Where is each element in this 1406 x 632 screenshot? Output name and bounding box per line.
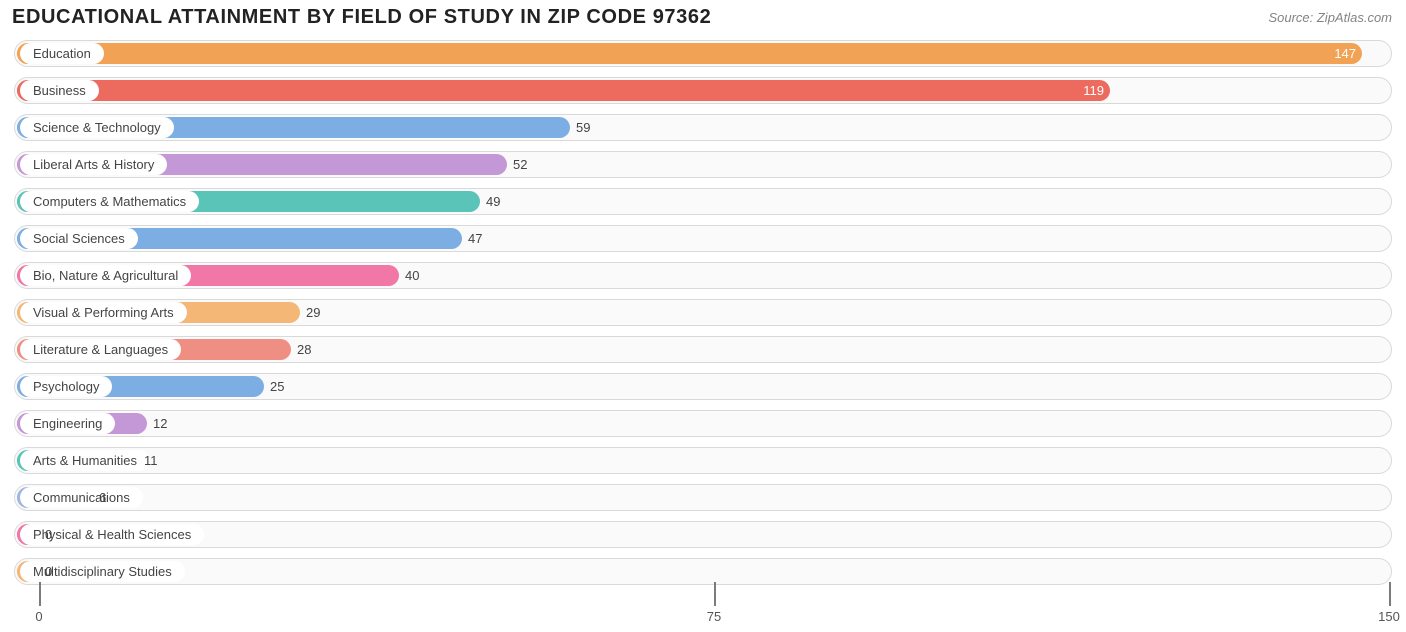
bar-row: Visual & Performing Arts 29 (14, 299, 1392, 326)
bar-row: Science & Technology 59 (14, 114, 1392, 141)
bar-row: Social Sciences 47 (14, 225, 1392, 252)
bar-row: Arts & Humanities11 (14, 447, 1392, 474)
bar-value: 40 (399, 265, 425, 286)
axis-tick-label: 150 (1378, 609, 1400, 624)
bar-fill (17, 80, 1110, 101)
axis-tick (714, 582, 716, 606)
bar-value: 47 (462, 228, 488, 249)
bar-row: Computers & Mathematics 49 (14, 188, 1392, 215)
bar-label: Social Sciences (20, 228, 138, 249)
bar-row: Education 147 (14, 40, 1392, 67)
bar-row: Communications6 (14, 484, 1392, 511)
bar-label: Arts & Humanities (20, 450, 150, 471)
bar-label: Visual & Performing Arts (20, 302, 187, 323)
bar-value: 59 (570, 117, 596, 138)
axis-tick-label: 0 (35, 609, 42, 624)
bar-value: 49 (480, 191, 506, 212)
bar-label: Business (20, 80, 99, 101)
bar-value: 28 (291, 339, 317, 360)
bar-label: Computers & Mathematics (20, 191, 199, 212)
bar-label: Science & Technology (20, 117, 174, 138)
bar-value: 0 (39, 524, 58, 545)
bar-row: Business 119 (14, 77, 1392, 104)
bar-value: 0 (39, 561, 58, 582)
bar-row: Physical & Health Sciences0 (14, 521, 1392, 548)
bar-row: Psychology 25 (14, 373, 1392, 400)
bar-row: Literature & Languages 28 (14, 336, 1392, 363)
bar-row: Multidisciplinary Studies0 (14, 558, 1392, 585)
bar-fill (17, 43, 1362, 64)
bar-value: 11 (138, 450, 164, 471)
bar-label: Literature & Languages (20, 339, 181, 360)
bar-label: Education (20, 43, 104, 64)
bar-value: 52 (507, 154, 533, 175)
axis-tick (39, 582, 41, 606)
chart-source: Source: ZipAtlas.com (1268, 10, 1392, 25)
axis-tick (1389, 582, 1391, 606)
bar-label: Engineering (20, 413, 115, 434)
bar-value: 147 (1328, 43, 1362, 64)
bar-label: Communications (20, 487, 143, 508)
bar-value: 29 (300, 302, 326, 323)
chart-title: EDUCATIONAL ATTAINMENT BY FIELD OF STUDY… (12, 6, 711, 29)
bar-chart: Education 147 Business 119 Science & Technol… (14, 40, 1392, 602)
bar-value: 119 (1077, 80, 1110, 101)
bar-row: Bio, Nature & Agricultural 40 (14, 262, 1392, 289)
bar-value: 12 (147, 413, 173, 434)
bar-row: Liberal Arts & History 52 (14, 151, 1392, 178)
axis-tick-label: 75 (707, 609, 721, 624)
bar-label: Bio, Nature & Agricultural (20, 265, 191, 286)
bar-label: Psychology (20, 376, 112, 397)
bar-value: 6 (93, 487, 112, 508)
bar-label: Liberal Arts & History (20, 154, 167, 175)
bar-row: Engineering 12 (14, 410, 1392, 437)
bar-value: 25 (264, 376, 290, 397)
x-axis: 075150 (39, 604, 1389, 624)
